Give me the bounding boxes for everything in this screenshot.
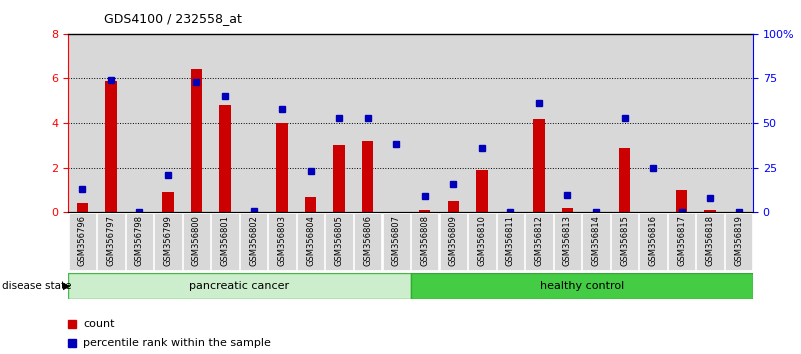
Bar: [724, 34, 753, 212]
Text: GSM356815: GSM356815: [620, 215, 629, 266]
Text: GSM356802: GSM356802: [249, 215, 258, 266]
Bar: [382, 34, 410, 212]
FancyBboxPatch shape: [611, 213, 638, 270]
Bar: [305, 197, 316, 212]
Text: GSM356811: GSM356811: [506, 215, 515, 266]
Bar: [296, 34, 325, 212]
Text: GSM356816: GSM356816: [649, 215, 658, 266]
Bar: [211, 34, 239, 212]
Bar: [105, 81, 117, 212]
Text: GSM356798: GSM356798: [135, 215, 144, 266]
FancyBboxPatch shape: [525, 213, 553, 270]
Bar: [325, 34, 353, 212]
FancyBboxPatch shape: [126, 213, 153, 270]
Bar: [496, 34, 525, 212]
Text: GSM356803: GSM356803: [278, 215, 287, 266]
Text: GSM356809: GSM356809: [449, 215, 458, 266]
Bar: [239, 34, 268, 212]
Bar: [410, 34, 439, 212]
Bar: [676, 190, 687, 212]
Bar: [77, 204, 88, 212]
Bar: [525, 34, 553, 212]
Bar: [268, 34, 296, 212]
FancyBboxPatch shape: [354, 213, 381, 270]
Text: GSM356801: GSM356801: [220, 215, 230, 266]
Bar: [353, 34, 382, 212]
Text: GSM356813: GSM356813: [563, 215, 572, 266]
FancyBboxPatch shape: [668, 213, 695, 270]
FancyBboxPatch shape: [639, 213, 666, 270]
Bar: [276, 123, 288, 212]
Bar: [562, 208, 574, 212]
Bar: [468, 34, 496, 212]
Bar: [154, 34, 182, 212]
Text: GSM356814: GSM356814: [591, 215, 601, 266]
Bar: [333, 145, 345, 212]
Text: GSM356804: GSM356804: [306, 215, 315, 266]
Text: GSM356808: GSM356808: [421, 215, 429, 266]
Text: healthy control: healthy control: [540, 281, 624, 291]
Bar: [68, 34, 97, 212]
Text: GDS4100 / 232558_at: GDS4100 / 232558_at: [104, 12, 242, 25]
Text: count: count: [83, 319, 115, 329]
Bar: [419, 210, 430, 212]
FancyBboxPatch shape: [468, 213, 496, 270]
Bar: [362, 141, 373, 212]
FancyBboxPatch shape: [239, 213, 268, 270]
Text: pancreatic cancer: pancreatic cancer: [189, 281, 289, 291]
Bar: [476, 170, 488, 212]
Text: GSM356796: GSM356796: [78, 215, 87, 266]
FancyBboxPatch shape: [497, 213, 524, 270]
FancyBboxPatch shape: [440, 213, 467, 270]
FancyBboxPatch shape: [411, 213, 438, 270]
Bar: [553, 34, 582, 212]
Text: ▶: ▶: [62, 281, 70, 291]
FancyBboxPatch shape: [725, 213, 752, 270]
Bar: [97, 34, 125, 212]
FancyBboxPatch shape: [69, 213, 96, 270]
Bar: [533, 119, 545, 212]
FancyBboxPatch shape: [268, 213, 296, 270]
Bar: [219, 105, 231, 212]
Bar: [182, 34, 211, 212]
Bar: [582, 34, 610, 212]
FancyBboxPatch shape: [582, 213, 610, 270]
Text: GSM356810: GSM356810: [477, 215, 486, 266]
Text: GSM356818: GSM356818: [706, 215, 714, 266]
Text: GSM356817: GSM356817: [677, 215, 686, 266]
FancyBboxPatch shape: [383, 213, 410, 270]
FancyBboxPatch shape: [97, 213, 125, 270]
FancyBboxPatch shape: [155, 213, 182, 270]
Bar: [448, 201, 459, 212]
Text: GSM356806: GSM356806: [363, 215, 372, 266]
Text: disease state: disease state: [2, 281, 72, 291]
FancyBboxPatch shape: [410, 273, 753, 299]
Text: GSM356799: GSM356799: [163, 215, 172, 266]
Bar: [704, 210, 716, 212]
Text: percentile rank within the sample: percentile rank within the sample: [83, 338, 271, 348]
FancyBboxPatch shape: [553, 213, 582, 270]
FancyBboxPatch shape: [68, 273, 410, 299]
Bar: [696, 34, 724, 212]
FancyBboxPatch shape: [297, 213, 324, 270]
Text: GSM356819: GSM356819: [735, 215, 743, 266]
Bar: [191, 69, 202, 212]
Text: GSM356812: GSM356812: [534, 215, 543, 266]
Bar: [638, 34, 667, 212]
Bar: [439, 34, 468, 212]
Bar: [125, 34, 154, 212]
Text: GSM356797: GSM356797: [107, 215, 115, 266]
Text: GSM356807: GSM356807: [392, 215, 400, 266]
Bar: [619, 148, 630, 212]
Text: GSM356805: GSM356805: [335, 215, 344, 266]
FancyBboxPatch shape: [211, 213, 239, 270]
Bar: [667, 34, 696, 212]
Bar: [610, 34, 638, 212]
Text: GSM356800: GSM356800: [192, 215, 201, 266]
FancyBboxPatch shape: [183, 213, 210, 270]
FancyBboxPatch shape: [696, 213, 724, 270]
Bar: [163, 192, 174, 212]
FancyBboxPatch shape: [325, 213, 353, 270]
